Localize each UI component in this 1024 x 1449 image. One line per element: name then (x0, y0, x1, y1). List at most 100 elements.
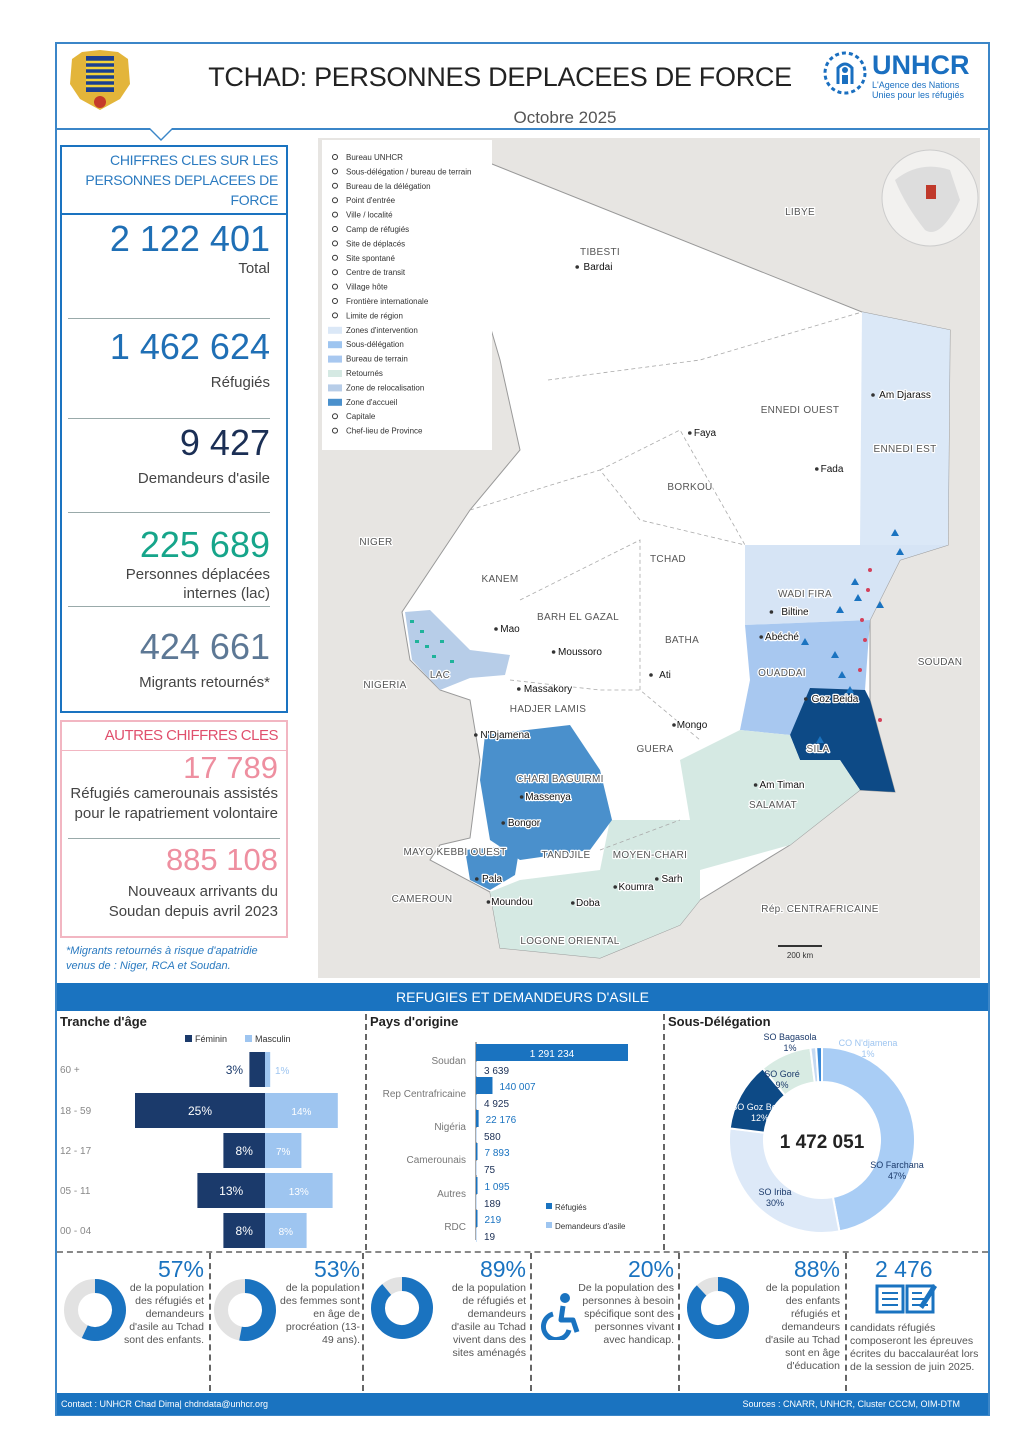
other-figure-new-arrivals: 885 108 Nouveaux arrivants du Soudan depu… (62, 843, 286, 922)
map-city-label[interactable]: Faya (693, 427, 718, 441)
stat-text: de la population des enfants réfugiés et… (765, 1282, 840, 1372)
map-region-label[interactable]: CAMEROUN (390, 893, 453, 907)
figure-value: 17 789 (183, 750, 278, 785)
region-mayo-kebbi[interactable] (465, 845, 520, 890)
other-figures-panel: AUTRES CHIFFRES CLES 17 789 Réfugiés came… (60, 720, 288, 938)
legend-symbol-icon (332, 226, 338, 232)
map-region-label[interactable]: CHARI BAGUIRMI (515, 773, 605, 787)
legend-item: Centre de transit (346, 268, 406, 277)
header-notch-inner (150, 128, 172, 139)
map-city-label[interactable]: Goz Beida (810, 693, 860, 707)
legend-item: Ville / localité (346, 211, 393, 220)
map[interactable]: Bureau UNHCR Sous-délégation / bureau de … (318, 138, 980, 978)
region-salamat[interactable] (680, 730, 860, 870)
bar-refugees (476, 1110, 479, 1127)
map-city-label[interactable]: Bardai (582, 261, 613, 275)
stat-value: 89% (479, 1256, 526, 1282)
map-region-label[interactable]: TIBESTI (579, 246, 621, 260)
map-region-label[interactable]: MOYEN-CHARI (612, 849, 689, 863)
map-region-label[interactable]: BATHA (664, 634, 700, 648)
divider (362, 1253, 364, 1391)
map-region-label[interactable]: LAC (429, 669, 452, 683)
bar-male (265, 1213, 307, 1248)
map-city-label[interactable]: Massenya (524, 791, 573, 805)
map-region-label[interactable]: SILA (805, 743, 830, 757)
map-region-label[interactable]: TCHAD (649, 553, 687, 567)
map-region-label[interactable]: SOUDAN (916, 656, 963, 670)
map-region-label[interactable]: ENNEDI OUEST (759, 404, 840, 418)
data-label-asylum: 19 (484, 1232, 496, 1243)
region-ouaddai[interactable] (740, 620, 870, 735)
slice-name: SO Farchana (870, 1160, 924, 1170)
idp-site-icon (450, 660, 454, 663)
figure-label: Nouveaux arrivants du Soudan depuis avri… (108, 883, 278, 920)
origin-category-label: RDC (444, 1222, 466, 1233)
data-label-male: 1% (275, 1066, 290, 1077)
data-label-male: 14% (291, 1107, 311, 1118)
legend-symbol-icon (332, 312, 338, 319)
stat-children: 57% de la population des réfugiés et dema… (120, 1256, 204, 1347)
map-region-label[interactable]: BARH EL GAZAL (536, 611, 620, 625)
age-category-label: 12 - 17 (60, 1146, 92, 1157)
legend-symbol-icon (332, 240, 338, 247)
region-wadi-fira[interactable] (745, 545, 948, 625)
map-city-label[interactable]: Moundou (490, 896, 534, 910)
region-chari-baguirmi[interactable] (480, 725, 612, 860)
footer-contact[interactable]: Contact : UNHCR Chad Dima| chdndata@unhc… (61, 1399, 269, 1409)
map-region-label[interactable]: BORKOU (666, 481, 713, 495)
map-city-label[interactable]: Pala (481, 873, 504, 887)
legend-symbol-icon (332, 283, 338, 290)
region-moyen-chari-mandoul[interactable] (490, 820, 700, 958)
map-region-label[interactable]: KANEM (480, 573, 519, 587)
map-region-label[interactable]: Rép. CENTRAFRICAINE (760, 903, 880, 917)
map-city-label[interactable]: Biltine (780, 606, 810, 620)
city-dot-icon (655, 877, 659, 881)
map-region-label[interactable]: OUADDAI (757, 667, 807, 681)
slice-percent: 12% (751, 1113, 769, 1123)
city-dot-icon (769, 610, 774, 614)
map-region-label[interactable]: HADJER LAMIS (509, 703, 588, 717)
map-city-label[interactable]: Mao (499, 623, 521, 637)
region-lac[interactable] (405, 610, 510, 690)
map-region-label[interactable]: GUERA (635, 743, 674, 757)
stat-donut-icon (687, 1277, 749, 1339)
map-region-label[interactable]: ENNEDI EST (872, 443, 937, 457)
region-sila[interactable] (790, 688, 895, 792)
map-region-label[interactable]: LIBYE (784, 206, 816, 220)
map-region-label[interactable]: NIGERIA (362, 679, 407, 693)
map-city-label[interactable]: Fada (819, 463, 845, 477)
stat-value: 20% (627, 1256, 674, 1282)
map-city-label[interactable]: Moussoro (557, 646, 604, 660)
map-city-label[interactable]: Koumra (617, 881, 655, 895)
map-region-label[interactable]: MAYO KEBBI OUEST (402, 846, 507, 860)
map-region-label[interactable]: SALAMAT (748, 799, 798, 813)
map-city-label[interactable]: Mongo (675, 719, 709, 733)
key-figure-returnees: 424 661 Migrants retournés* (68, 627, 270, 707)
map-city-label[interactable]: Am Djarass (878, 389, 932, 403)
data-label-refugees: 140 007 (499, 1082, 536, 1093)
map-region-label[interactable]: LOGONE ORIENTAL (519, 935, 621, 949)
map-city-label[interactable]: Bongor (507, 817, 542, 831)
entry-point-icon (866, 588, 870, 592)
stat-value: 88% (793, 1256, 840, 1282)
region-ennedi-est[interactable] (860, 312, 950, 545)
map-city-label[interactable]: Massakory (523, 683, 574, 697)
city-dot-icon (501, 821, 506, 825)
map-city-label[interactable]: N'Djamena (479, 729, 531, 743)
wheelchair-icon (540, 1293, 580, 1340)
entry-point-icon (860, 618, 864, 622)
refugee-camp-icon (891, 529, 899, 536)
map-region-label[interactable]: TANDJILE (540, 849, 591, 863)
map-city-label[interactable]: Doba (575, 897, 602, 911)
map-city-label[interactable]: Am Timan (758, 779, 806, 793)
map-region-label[interactable]: NIGER (358, 536, 393, 550)
age-category-label: 05 - 11 (60, 1186, 91, 1197)
map-city-label[interactable]: Abéché (764, 631, 801, 645)
map-city-label[interactable]: Ati (658, 669, 672, 683)
legend-symbol-icon (332, 413, 338, 420)
bar-male (265, 1052, 271, 1087)
map-region-label[interactable]: WADI FIRA (777, 588, 833, 602)
stat-baccalaureat: 2 476 candidats réfugiés composeront les … (850, 1256, 980, 1374)
origin-category-label: Soudan (432, 1056, 466, 1067)
map-city-label[interactable]: Sarh (660, 873, 684, 887)
